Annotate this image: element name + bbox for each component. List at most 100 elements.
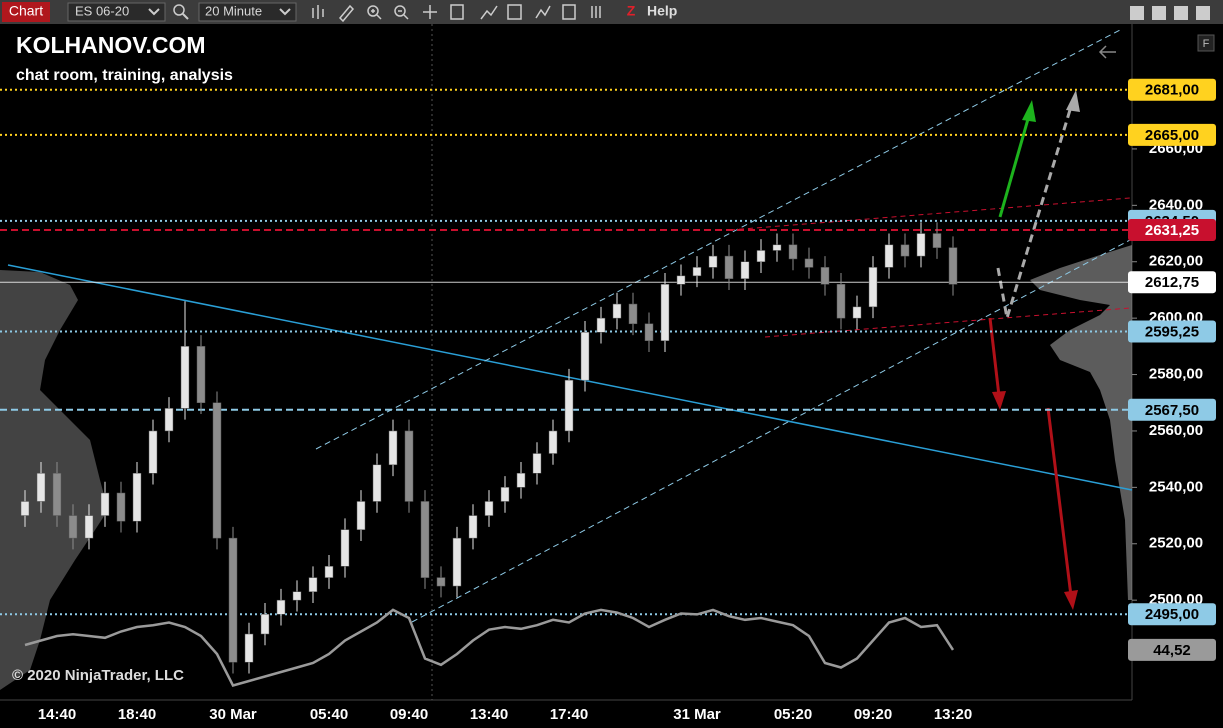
scroll-back-icon[interactable] xyxy=(1098,45,1116,59)
price-level-box xyxy=(1128,123,1216,146)
x-tick-label: 09:40 xyxy=(390,706,428,723)
price-level-box xyxy=(1128,603,1216,626)
candle-body xyxy=(644,323,654,341)
candle-body xyxy=(324,566,334,578)
y-tick-label: 2560,00 xyxy=(1149,422,1203,439)
candle-body xyxy=(516,473,526,488)
candle-body xyxy=(356,501,366,530)
candle-body xyxy=(580,331,590,381)
candle-body xyxy=(36,473,46,502)
price-level-label: 2567,50 xyxy=(1145,402,1199,419)
candle-body xyxy=(836,284,846,319)
candle-body xyxy=(692,267,702,277)
watermark-subtitle: chat room, training, analysis xyxy=(16,67,233,84)
candle-body xyxy=(404,430,414,502)
wedge-upper xyxy=(729,197,1131,231)
maximize-button[interactable] xyxy=(1174,6,1188,20)
help-icon: Z xyxy=(627,3,636,19)
f-button[interactable] xyxy=(1197,34,1215,52)
candle-body xyxy=(708,255,718,268)
candle-body xyxy=(132,473,142,522)
plot-area xyxy=(0,24,1132,700)
x-tick-label: 13:40 xyxy=(470,706,508,723)
x-tick-label: 30 Mar xyxy=(209,706,257,723)
candle-body xyxy=(164,408,174,432)
candle-body xyxy=(532,453,542,474)
candle-body xyxy=(196,346,206,404)
candle-body xyxy=(148,430,158,474)
indicator-label: 44,52 xyxy=(1153,642,1191,659)
candle-body xyxy=(900,244,910,257)
candle-body xyxy=(564,379,574,432)
candle-body xyxy=(468,515,478,539)
instrument-select[interactable] xyxy=(67,2,166,22)
candle-body xyxy=(772,244,782,251)
help-menu[interactable]: Help xyxy=(647,3,677,19)
instrument-label: ES 06-20 xyxy=(75,3,129,18)
restore-button[interactable] xyxy=(1152,6,1166,20)
candle-body xyxy=(660,284,670,341)
axis-labels: 2500,002520,002540,002560,002580,002600,… xyxy=(38,78,1216,723)
candle-body xyxy=(388,430,398,466)
channel-upper xyxy=(315,29,1121,450)
toolbar-icons[interactable] xyxy=(312,4,601,23)
price-level-label: 2665,00 xyxy=(1145,127,1199,144)
y-tick-label: 2520,00 xyxy=(1149,535,1203,552)
channel-lower xyxy=(411,239,1131,623)
candle-body xyxy=(916,233,926,257)
x-tick-label: 09:20 xyxy=(854,706,892,723)
candle-body xyxy=(20,501,30,516)
trend-line xyxy=(7,264,1133,491)
candle-body xyxy=(676,275,686,285)
price-level-label: 2495,00 xyxy=(1145,606,1199,623)
candle-body xyxy=(932,233,942,248)
arrow-up-gray xyxy=(996,99,1075,319)
x-tick-label: 05:20 xyxy=(774,706,812,723)
candle-body xyxy=(244,633,254,663)
x-tick-label: 31 Mar xyxy=(673,706,721,723)
price-level-box xyxy=(1128,398,1216,421)
candle-body xyxy=(596,317,606,333)
volume-profile-right xyxy=(1030,245,1132,600)
candle-body xyxy=(884,244,894,268)
candle-body xyxy=(804,258,814,268)
candle-body xyxy=(308,577,318,592)
close-button[interactable] xyxy=(1196,6,1210,20)
minimize-button[interactable] xyxy=(1130,6,1144,20)
price-level-box xyxy=(1128,320,1216,343)
search-icon[interactable] xyxy=(173,4,185,16)
candle-body xyxy=(180,346,190,409)
price-level-box xyxy=(1128,271,1216,294)
price-level-label: 2631,25 xyxy=(1145,222,1199,239)
x-tick-label: 18:40 xyxy=(118,706,156,723)
interval-label: 20 Minute xyxy=(205,3,262,18)
chart-tab[interactable] xyxy=(2,2,50,22)
candle-body xyxy=(276,599,286,615)
candle-body xyxy=(260,614,270,635)
candle-body xyxy=(292,591,302,601)
candle-body xyxy=(868,267,878,308)
candle-body xyxy=(484,501,494,516)
chart-tab-label: Chart xyxy=(9,3,43,19)
price-level-box xyxy=(1128,219,1216,242)
arrow-down-red xyxy=(1046,407,1073,597)
dropdown-arrow xyxy=(279,8,291,16)
candle-body xyxy=(84,515,94,539)
candle-body xyxy=(372,464,382,502)
copyright: © 2020 NinjaTrader, LLC xyxy=(12,667,184,684)
indicator-line xyxy=(24,608,955,687)
interval-select[interactable] xyxy=(198,2,297,22)
candle-body xyxy=(756,250,766,262)
candle-body xyxy=(420,501,430,578)
candle-body xyxy=(500,487,510,502)
arrowhead xyxy=(1064,590,1078,610)
candle-body xyxy=(212,402,222,539)
candle-body xyxy=(740,261,750,279)
indicator-label-box xyxy=(1128,638,1216,661)
x-tick-label: 14:40 xyxy=(38,706,76,723)
price-level-box xyxy=(1128,78,1216,101)
candle-body xyxy=(724,255,734,279)
candle-body xyxy=(628,303,638,325)
watermark-title: KOLHANOV.COM xyxy=(16,32,206,58)
